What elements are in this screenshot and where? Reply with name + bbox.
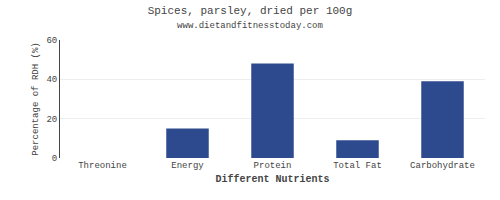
svg-text:Energy: Energy	[171, 161, 204, 171]
svg-text:Percentage of RDH (%): Percentage of RDH (%)	[31, 42, 41, 155]
svg-text:Carbohydrate: Carbohydrate	[410, 161, 475, 171]
svg-text:20: 20	[46, 115, 57, 125]
svg-text:Total Fat: Total Fat	[333, 161, 382, 171]
svg-text:Threonine: Threonine	[78, 161, 127, 171]
svg-text:Protein: Protein	[254, 161, 292, 171]
svg-text:40: 40	[46, 75, 57, 85]
svg-text:0: 0	[52, 154, 57, 164]
svg-text:Spices, parsley, dried per 100: Spices, parsley, dried per 100gwww.dieta…	[148, 5, 353, 31]
svg-text:Different Nutrients: Different Nutrients	[215, 174, 329, 185]
svg-text:60: 60	[46, 36, 57, 46]
